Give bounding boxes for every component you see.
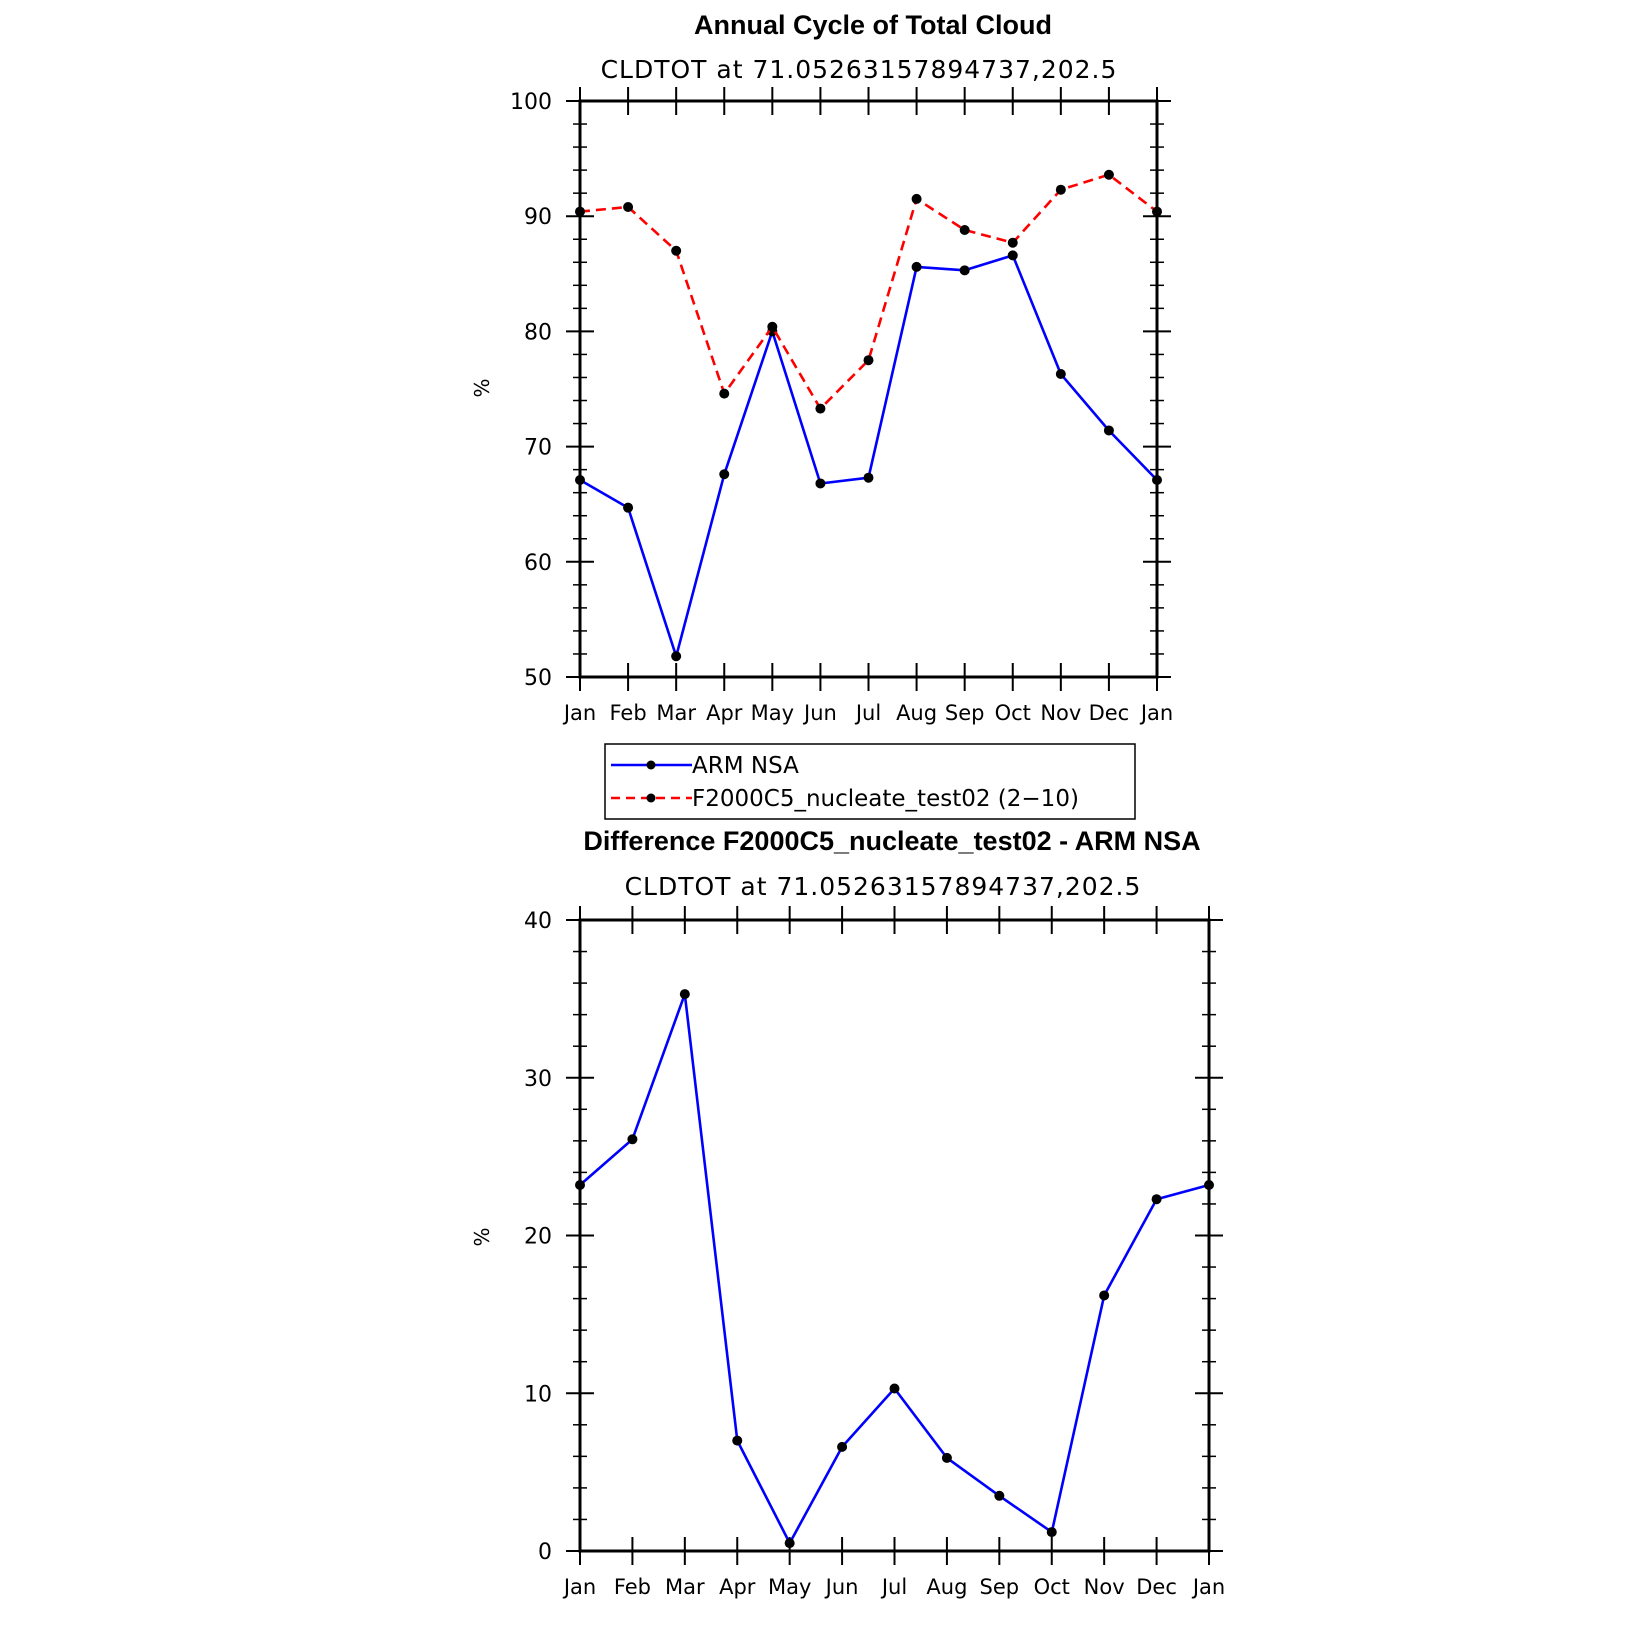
x-tick-label: Oct bbox=[1034, 1575, 1070, 1599]
difference-chart: Difference F2000C5_nucleate_test02 - ARM… bbox=[470, 826, 1225, 1599]
x-tick-label: Sep bbox=[945, 701, 985, 725]
data-point bbox=[1007, 250, 1018, 261]
x-tick-label: Dec bbox=[1089, 701, 1130, 725]
plot-frame bbox=[578, 918, 1211, 1553]
y-tick-label: 70 bbox=[524, 436, 552, 461]
chart-title: Difference F2000C5_nucleate_test02 - ARM… bbox=[583, 826, 1200, 856]
data-point bbox=[1103, 425, 1114, 436]
x-tick-label: Jan bbox=[562, 1575, 596, 1599]
x-tick-label: Mar bbox=[656, 701, 696, 725]
y-tick-label: 100 bbox=[510, 90, 552, 115]
x-tick-label: Jan bbox=[1191, 1575, 1225, 1599]
data-point bbox=[1007, 237, 1018, 248]
x-tick-label: Feb bbox=[614, 1575, 651, 1599]
data-point bbox=[911, 193, 922, 204]
x-tick-label: Nov bbox=[1040, 701, 1081, 725]
x-tick-label: May bbox=[751, 701, 794, 725]
x-tick-label: Aug bbox=[926, 1575, 967, 1599]
data-point bbox=[1099, 1290, 1110, 1301]
legend: ARM NSA F2000C5_nucleate_test02 (2−10) bbox=[604, 743, 1136, 820]
chart-title: Annual Cycle of Total Cloud bbox=[694, 10, 1052, 40]
y-tick-label: 50 bbox=[524, 666, 552, 691]
x-tick-label: Jan bbox=[1139, 701, 1173, 725]
series-lines bbox=[575, 169, 1162, 662]
legend-marker bbox=[646, 793, 656, 803]
data-point bbox=[623, 502, 634, 513]
x-tick-label: Dec bbox=[1136, 1575, 1177, 1599]
y-tick-labels: 50 60 70 80 90 100 bbox=[510, 90, 552, 691]
x-tick-label: Aug bbox=[896, 701, 937, 725]
data-point bbox=[1151, 1194, 1162, 1205]
data-point bbox=[767, 321, 778, 332]
legend-box bbox=[604, 743, 1136, 820]
y-tick-label: 60 bbox=[524, 551, 552, 576]
x-tick-label: Feb bbox=[609, 701, 646, 725]
x-tick-labels: Jan Feb Mar Apr May Jun Jul Aug Sep Oct Nov Dec Jan bbox=[562, 701, 1173, 725]
y-axis-label: % bbox=[470, 1227, 494, 1246]
y-axis-label: % bbox=[470, 378, 494, 397]
data-point bbox=[994, 1490, 1005, 1501]
x-tick-label: Nov bbox=[1084, 1575, 1125, 1599]
data-point bbox=[671, 651, 682, 662]
data-point bbox=[815, 403, 826, 414]
annual-cycle-chart: Annual Cycle of Total Cloud CLDTOT at 71… bbox=[470, 10, 1173, 725]
plot-frame bbox=[578, 99, 1159, 679]
data-point bbox=[1055, 184, 1066, 195]
x-tick-label: Jun bbox=[824, 1575, 859, 1599]
data-point bbox=[732, 1435, 743, 1446]
x-tick-label: Apr bbox=[706, 701, 743, 725]
data-point bbox=[1046, 1527, 1057, 1538]
data-point bbox=[959, 265, 970, 276]
legend-entry-model: F2000C5_nucleate_test02 (2−10) bbox=[611, 786, 1079, 812]
data-point bbox=[1055, 369, 1066, 380]
data-point bbox=[889, 1383, 900, 1394]
y-tick-labels: 0 10 20 30 40 bbox=[524, 909, 552, 1565]
chart-subtitle: CLDTOT at 71.05263157894737,202.5 bbox=[601, 55, 1118, 84]
data-point bbox=[815, 478, 826, 489]
y-tick-label: 10 bbox=[524, 1382, 552, 1407]
legend-label: ARM NSA bbox=[692, 753, 799, 779]
y-tick-label: 20 bbox=[524, 1225, 552, 1250]
data-point bbox=[719, 388, 730, 399]
x-tick-label: Apr bbox=[719, 1575, 756, 1599]
x-tick-labels: Jan Feb Mar Apr May Jun Jul Aug Sep Oct Nov Dec Jan bbox=[562, 1575, 1225, 1599]
x-tick-label: Mar bbox=[665, 1575, 705, 1599]
y-tick-label: 80 bbox=[524, 320, 552, 345]
data-point bbox=[863, 472, 874, 483]
data-point bbox=[863, 355, 874, 366]
legend-label: F2000C5_nucleate_test02 (2−10) bbox=[692, 786, 1079, 812]
y-tick-label: 30 bbox=[524, 1067, 552, 1092]
x-tick-label: Jul bbox=[880, 1575, 907, 1599]
data-point bbox=[1103, 169, 1114, 180]
legend-marker bbox=[646, 760, 656, 770]
data-point bbox=[911, 261, 922, 272]
x-tick-label: Jul bbox=[854, 701, 881, 725]
x-tick-label: Sep bbox=[980, 1575, 1020, 1599]
data-point bbox=[784, 1538, 795, 1549]
data-point bbox=[671, 245, 682, 256]
data-point bbox=[941, 1452, 952, 1463]
y-tick-label: 0 bbox=[538, 1540, 552, 1565]
legend-entry-arm-nsa: ARM NSA bbox=[611, 753, 799, 779]
data-point bbox=[627, 1134, 638, 1145]
x-tick-label: Jun bbox=[802, 701, 837, 725]
y-tick-label: 90 bbox=[524, 205, 552, 230]
data-point bbox=[959, 225, 970, 236]
x-tick-label: Oct bbox=[995, 701, 1031, 725]
x-tick-label: May bbox=[768, 1575, 811, 1599]
y-tick-label: 40 bbox=[524, 909, 552, 934]
x-tick-label: Jan bbox=[562, 701, 596, 725]
data-point bbox=[719, 469, 730, 480]
data-point bbox=[837, 1441, 848, 1452]
chart-subtitle: CLDTOT at 71.05263157894737,202.5 bbox=[625, 872, 1142, 901]
data-point bbox=[623, 201, 634, 212]
data-point bbox=[679, 989, 690, 1000]
series-lines bbox=[575, 989, 1214, 1549]
